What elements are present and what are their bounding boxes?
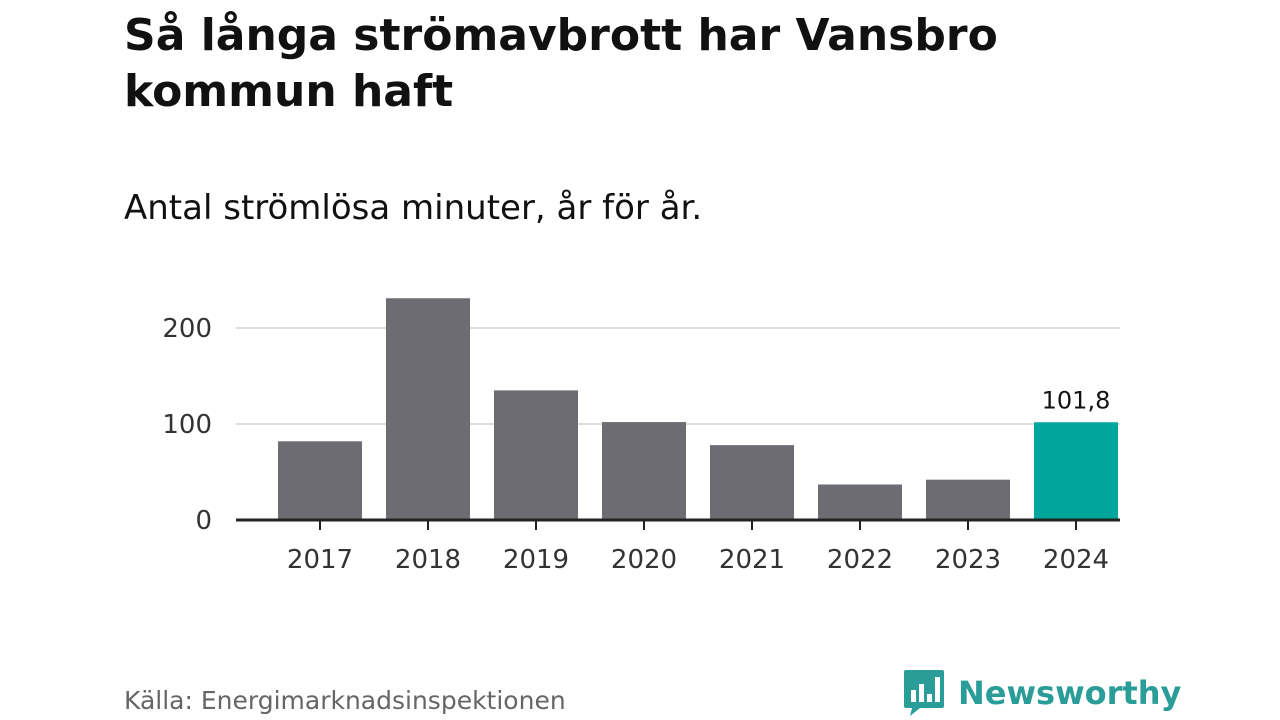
bars <box>278 298 1118 520</box>
bar-2017 <box>278 441 362 520</box>
y-tick-label: 100 <box>162 410 212 440</box>
bar-2024 <box>1034 422 1118 520</box>
x-tick-label: 2017 <box>287 545 353 575</box>
source-note: Källa: Energimarknadsinspektionen <box>124 686 566 715</box>
x-tick-label: 2021 <box>719 545 785 575</box>
y-tick-label: 0 <box>195 506 212 536</box>
x-tick-label: 2022 <box>827 545 893 575</box>
data-label-2024: 101,8 <box>1042 386 1111 414</box>
bar-2023 <box>926 479 1010 520</box>
bar-2019 <box>494 390 578 520</box>
newsworthy-logo: Newsworthy <box>902 668 1181 718</box>
bar-chart: 0 100 200 2017 2018 2019 2020 2021 2022 2023 2024 1… <box>162 298 1120 575</box>
chart-title: Så långa strömavbrott har Vansbro kommun… <box>124 10 998 117</box>
bar-2021 <box>710 445 794 520</box>
axes <box>236 518 1120 530</box>
chart-subtitle: Antal strömlösa minuter, år för år. <box>124 188 703 228</box>
x-tick-label: 2018 <box>395 545 461 575</box>
bar-2018 <box>386 298 470 520</box>
x-tick-label: 2019 <box>503 545 569 575</box>
x-tick-label: 2023 <box>935 545 1001 575</box>
gridlines <box>236 327 1120 425</box>
bar-2020 <box>602 422 686 520</box>
bar-chart-speech-bubble-icon <box>904 670 944 716</box>
logo-text: Newsworthy <box>958 674 1182 712</box>
y-tick-label: 200 <box>162 314 212 344</box>
x-tick-label: 2020 <box>611 545 677 575</box>
bar-2022 <box>818 484 902 520</box>
x-tick-label: 2024 <box>1043 545 1109 575</box>
labels: 0 100 200 2017 2018 2019 2020 2021 2022 2023 2024 1… <box>162 314 1110 575</box>
